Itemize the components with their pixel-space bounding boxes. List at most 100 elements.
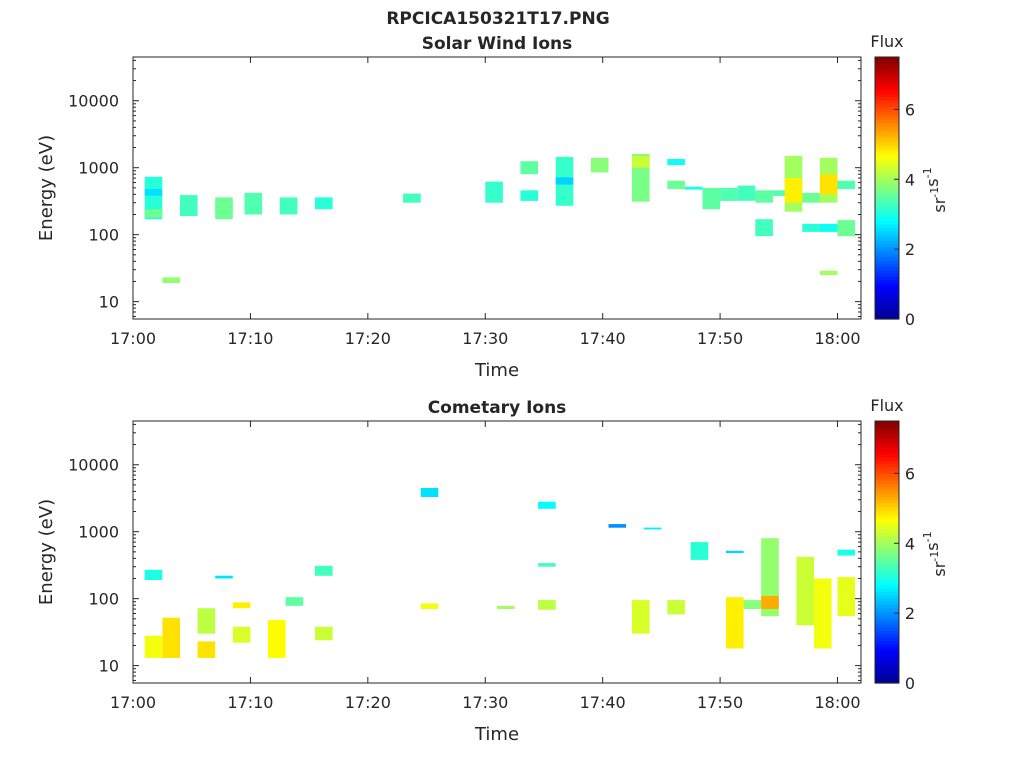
spectrogram-cell [538, 501, 556, 509]
y-tick-label: 10000 [68, 92, 119, 111]
spectrogram-cell [315, 565, 333, 576]
colorbar-step [875, 430, 899, 435]
colorbar-step [875, 296, 899, 300]
spectrogram-cell [643, 527, 662, 530]
colorbar-step [875, 660, 899, 664]
spectrogram-cell [538, 600, 556, 610]
colorbar-step [875, 486, 899, 491]
colorbar-step [875, 181, 899, 186]
x-tick-label: 17:20 [345, 693, 391, 712]
spectrogram-cell [819, 223, 838, 232]
colorbar-step [875, 145, 899, 150]
colorbar-step [875, 106, 899, 111]
spectrogram-cell [632, 155, 650, 168]
colorbar-step [875, 174, 899, 179]
colorbar-step [875, 591, 899, 596]
colorbar-step [875, 561, 899, 566]
colorbar-step [875, 155, 899, 160]
spectrogram-cell [726, 550, 744, 553]
colorbar-step [875, 614, 899, 619]
x-tick-label: 17:50 [697, 693, 743, 712]
colorbar-step [875, 532, 899, 537]
x-tick-label: 17:00 [110, 693, 156, 712]
colorbar-step [875, 610, 899, 615]
colorbar-step [875, 129, 899, 133]
colorbar-step [875, 86, 899, 91]
colorbar-step [875, 522, 899, 527]
colorbar-step [875, 260, 899, 264]
colorbar-step [875, 102, 899, 107]
spectrogram-cell [819, 174, 838, 195]
spectrogram-cell [279, 197, 298, 215]
colorbar-label: Flux [870, 32, 903, 51]
colorbar-step [875, 568, 899, 573]
colorbar-step [875, 132, 899, 137]
x-tick-label: 18:00 [814, 693, 860, 712]
panel-solar-wind-ions: Solar Wind Ions 17:00 17:10 17:20 17:30 17:40… [36, 32, 949, 381]
colorbar-step [875, 545, 899, 550]
spectrogram-cell [268, 620, 286, 658]
spectrogram-cell [285, 597, 304, 606]
colorbar-step [875, 227, 899, 232]
spectrogram-cell [315, 626, 333, 641]
colorbar-step [875, 663, 899, 668]
spectrogram-cell [520, 161, 539, 175]
colorbar-step [875, 515, 899, 520]
figure-title: RPCICA150321T17.PNG [386, 9, 609, 29]
colorbar-step [875, 73, 899, 78]
spectrogram-cell [837, 577, 856, 617]
colorbar-step [875, 571, 899, 576]
colorbar-step [875, 470, 899, 475]
panel-cometary-ions: Cometary Ions 17:00 17:10 17:20 17:30 17:40 17… [36, 396, 949, 745]
colorbar-step [875, 99, 899, 104]
colorbar-step [875, 574, 899, 579]
colorbar-step [875, 233, 899, 238]
colorbar-step [875, 171, 899, 176]
spectrogram-cell [162, 617, 180, 658]
spectrogram-cell [772, 190, 791, 196]
spectrogram-cell [819, 270, 838, 275]
colorbar-tick-label: 4 [905, 170, 915, 189]
y-tick-label: 1000 [78, 159, 119, 178]
colorbar-step [875, 650, 899, 655]
colorbar-step [875, 538, 899, 543]
y-axis-label: Energy (eV) [36, 499, 57, 605]
colorbar-step [875, 282, 899, 287]
y-tick-label: 10 [99, 293, 119, 312]
colorbar-step [875, 135, 899, 140]
colorbar-step [875, 483, 899, 488]
colorbar-step [875, 434, 899, 438]
panel-title: Solar Wind Ions [422, 34, 573, 54]
spectrogram-cell [315, 197, 333, 210]
colorbar-step [875, 246, 899, 251]
colorbar-step [875, 237, 899, 242]
x-tick-label: 17:50 [697, 329, 743, 348]
spectrogram-cell [144, 635, 163, 658]
colorbar-step [875, 502, 899, 507]
colorbar-step [875, 76, 899, 81]
colorbar-step [875, 558, 899, 563]
colorbar-step [875, 83, 899, 88]
colorbar-step [875, 496, 899, 501]
colorbar-step [875, 447, 899, 452]
colorbar-step [875, 286, 899, 291]
spectrogram-cell [244, 192, 263, 215]
x-tick-label: 17:00 [110, 329, 156, 348]
colorbar-step [875, 276, 899, 281]
spectrogram-cell [837, 220, 856, 237]
colorbar-step [875, 597, 899, 602]
colorbar-step [875, 269, 899, 274]
spectrogram-cell [802, 192, 820, 203]
spectrogram-cell [761, 595, 779, 609]
colorbar-step [875, 60, 899, 65]
colorbar-step [875, 66, 899, 71]
colorbar-step [875, 437, 899, 442]
colorbar-step [875, 421, 899, 425]
y-tick-label: 10000 [68, 456, 119, 475]
spectrogram-cell [144, 569, 163, 580]
colorbar-tick-label: 6 [905, 100, 915, 119]
colorbar-step [875, 512, 899, 517]
colorbar-step [875, 460, 899, 465]
x-tick-label: 17:30 [462, 693, 508, 712]
